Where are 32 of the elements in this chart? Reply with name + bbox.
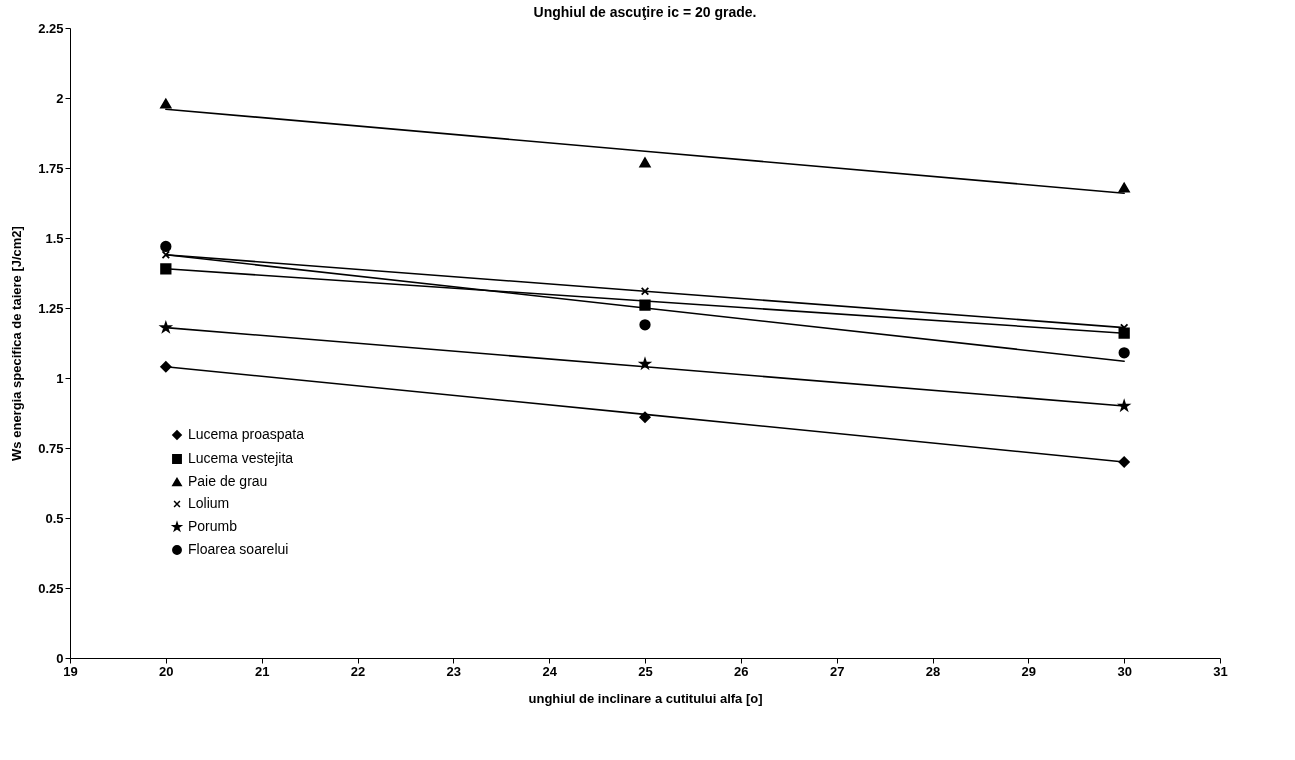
x-tick-label: 24	[542, 663, 558, 679]
y-tick-label: 1.75	[38, 160, 64, 176]
legend-label: Paie de grau	[188, 473, 268, 489]
x-tick-label: 21	[254, 663, 270, 679]
x-tick-label: 29	[1021, 663, 1037, 679]
y-tick-label: 0	[56, 650, 64, 666]
y-axis-title: Ws energia specifica de taiere [J/cm2]	[9, 226, 25, 461]
x-tick-label: 28	[925, 663, 941, 679]
x-tick-label: 19	[63, 663, 78, 679]
x-tick-label: 23	[446, 663, 462, 679]
y-tick-label: 1.25	[38, 300, 64, 316]
x-axis-title: unghiul de inclinare a cutitului alfa [o]	[528, 690, 763, 706]
y-tick-label: 0.75	[38, 440, 64, 456]
x-tick-label: 22	[350, 663, 366, 679]
x-tick-label: 26	[734, 663, 749, 679]
legend-label: Lucema proaspata	[188, 426, 305, 442]
y-tick-label: 0.25	[38, 580, 64, 596]
legend-label: Floarea soarelui	[188, 541, 289, 557]
x-tick-label: 30	[1117, 663, 1132, 679]
legend-label: Lolium	[188, 495, 230, 511]
x-tick-label: 27	[829, 663, 845, 679]
legend-label: Lucema vestejita	[188, 450, 294, 466]
x-tick-label: 25	[638, 663, 653, 679]
x-tick-label: 20	[159, 663, 174, 679]
y-tick-label: 2	[56, 90, 64, 106]
y-tick-label: 2.25	[38, 20, 64, 36]
y-tick-label: 1.5	[45, 230, 64, 246]
chart-title: Unghiul de ascuţire ic = 20 grade.	[533, 4, 757, 20]
legend-label: Porumb	[188, 518, 238, 534]
x-tick-label: 31	[1213, 663, 1228, 679]
y-tick-label: 1	[56, 370, 64, 386]
y-tick-label: 0.5	[45, 510, 64, 526]
